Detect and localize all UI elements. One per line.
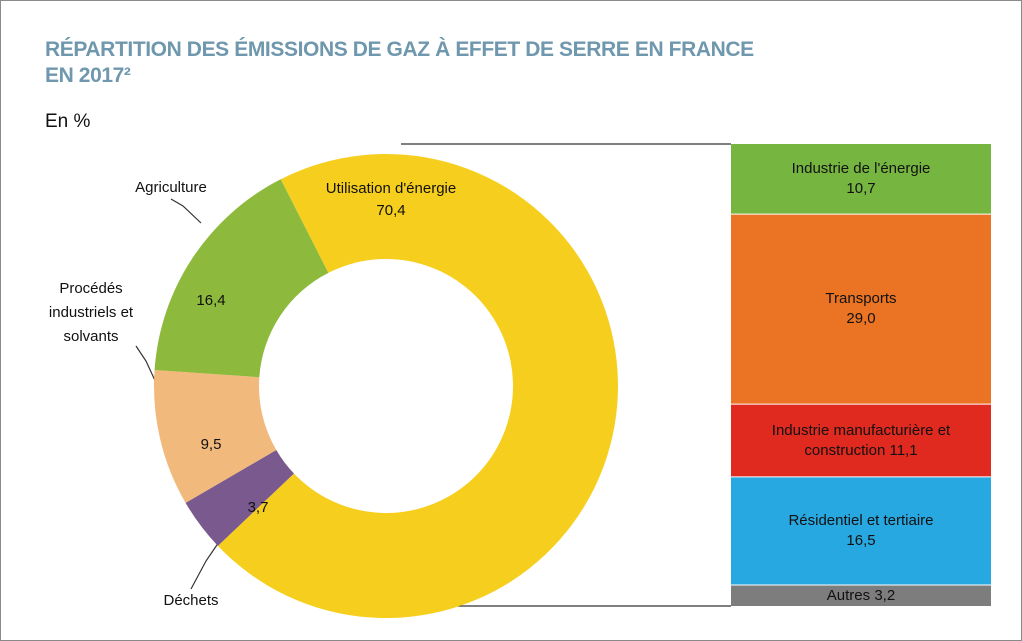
- segment-value: 11,1: [889, 441, 918, 459]
- value-label: 70,4: [376, 202, 406, 219]
- donut-slice: [154, 369, 277, 503]
- donut-slice: [217, 153, 619, 618]
- segment-label: Résidentiel et tertiaire 16,5: [731, 477, 991, 585]
- category-label: Agriculture: [135, 179, 207, 196]
- value-label: 16,4: [196, 292, 226, 309]
- segment-name: Industrie de l'énergie: [791, 160, 931, 178]
- segment-value: 3,2: [874, 586, 896, 604]
- segment-text: Transports 29,0: [825, 289, 896, 329]
- value-label: 3,7: [247, 499, 269, 516]
- segment-label: Industrie de l'énergie 10,7: [731, 144, 991, 214]
- segment-text: Industrie de l'énergie 10,7: [792, 159, 931, 199]
- segment-label: Transports 29,0: [731, 214, 991, 404]
- chart-subtitle: En %: [45, 111, 91, 132]
- segment-text: Industrie manufacturière et construction…: [761, 421, 961, 461]
- donut-slice: [185, 449, 294, 546]
- donut-slice: [154, 179, 329, 378]
- segment-name: Résidentiel et tertiaire: [788, 511, 934, 529]
- category-label: Déchets: [163, 592, 219, 609]
- segment-name: Autres: [826, 586, 871, 604]
- segment-value: 29,0: [846, 310, 876, 328]
- bar-segment: [731, 476, 991, 586]
- bar-segment: [731, 404, 991, 477]
- category-label: Procédés industriels et solvants: [48, 280, 134, 345]
- bar-segment: [731, 585, 991, 606]
- segment-text: Résidentiel et tertiaire 16,5: [788, 511, 933, 551]
- chart-title: RÉPARTITION DES ÉMISSIONS DE GAZ À EFFET…: [45, 38, 754, 87]
- segment-value: 16,5: [846, 531, 876, 549]
- leader-line: [170, 198, 202, 224]
- value-label: 9,5: [200, 436, 222, 453]
- category-label: Utilisation d'énergie: [325, 180, 457, 197]
- bar-segment: [731, 144, 991, 215]
- segment-name: Transports: [825, 290, 897, 308]
- segment-value: 10,7: [846, 180, 876, 198]
- segment-text: Autres 3,2: [827, 586, 895, 606]
- bar-segment: [731, 214, 991, 405]
- segment-label: Autres 3,2: [731, 585, 991, 606]
- segment-label: Industrie manufacturière et construction…: [731, 404, 991, 477]
- segment-name: Industrie manufacturière et construction: [771, 421, 951, 459]
